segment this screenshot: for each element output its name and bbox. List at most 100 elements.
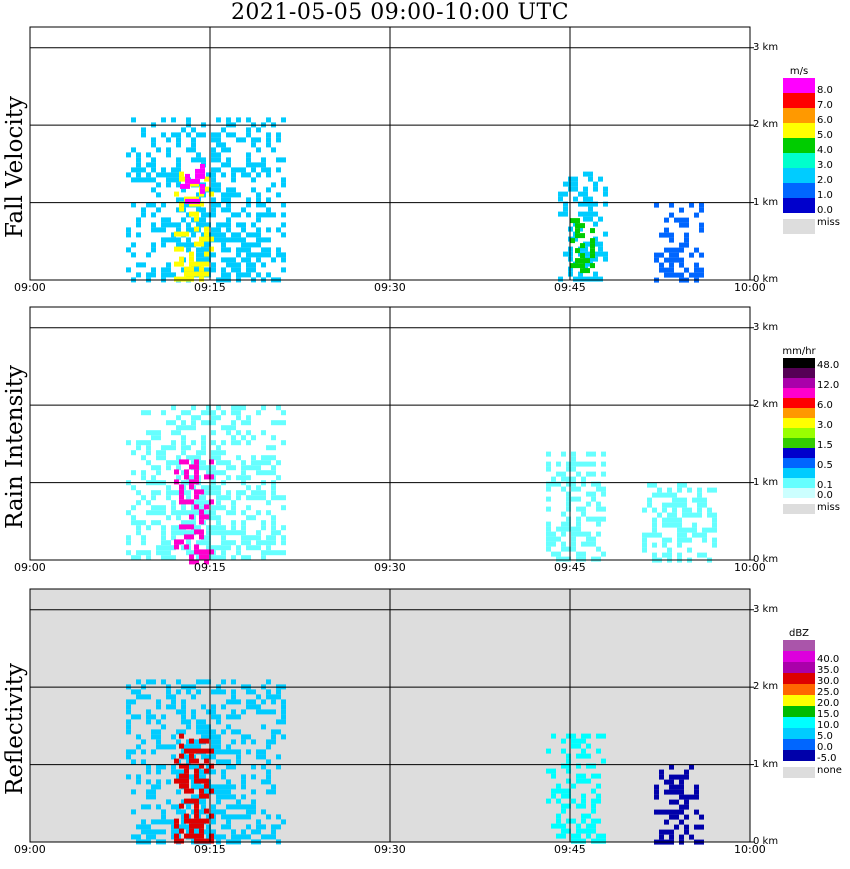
echo-cell	[281, 182, 286, 188]
echo-cell	[174, 191, 179, 197]
echo-cell	[199, 261, 204, 267]
echo-cell	[166, 779, 171, 785]
echo-cell	[603, 186, 608, 192]
echo-cell	[271, 709, 276, 715]
echo-cell	[679, 257, 684, 263]
echo-cell	[166, 182, 171, 188]
echo-cell	[271, 540, 276, 546]
echo-cell	[131, 167, 136, 173]
echo-cell	[231, 555, 236, 561]
echo-cell	[226, 819, 231, 825]
echo-cell	[256, 709, 261, 715]
echo-cell	[586, 753, 591, 759]
echo-cell	[266, 759, 271, 765]
echo-cell	[588, 276, 593, 282]
echo-cell	[684, 237, 689, 243]
echo-cell	[216, 545, 221, 551]
echo-cell	[682, 537, 687, 543]
echo-cell	[573, 186, 578, 192]
echo-cell	[669, 237, 674, 243]
echo-cell	[241, 172, 246, 178]
echo-cell	[196, 784, 201, 790]
echo-cell	[251, 809, 256, 815]
echo-cell	[586, 536, 591, 542]
legend-label: 3.0	[817, 160, 833, 171]
echo-cell	[593, 251, 598, 257]
echo-cell	[189, 758, 194, 764]
echo-cell	[161, 172, 166, 178]
echo-cell	[677, 542, 682, 548]
echo-cell	[576, 823, 581, 829]
echo-cell	[246, 749, 251, 755]
echo-cell	[561, 793, 566, 799]
echo-cell	[181, 470, 186, 476]
echo-cell	[251, 774, 256, 780]
echo-cell	[246, 252, 251, 258]
echo-cell	[146, 510, 151, 516]
echo-cell	[146, 430, 151, 436]
echo-cell	[583, 171, 588, 177]
echo-cell	[558, 276, 563, 282]
echo-cell	[596, 783, 601, 789]
echo-cell	[136, 167, 141, 173]
echo-cell	[246, 197, 251, 203]
echo-cell	[166, 545, 171, 551]
echo-cell	[566, 818, 571, 824]
echo-cell	[146, 709, 151, 715]
echo-cell	[586, 733, 591, 739]
echo-cell	[194, 201, 199, 207]
echo-cell	[194, 768, 199, 774]
echo-cell	[571, 466, 576, 472]
echo-cell	[266, 460, 271, 466]
echo-cell	[256, 137, 261, 143]
echo-cell	[176, 242, 181, 248]
echo-cell	[221, 470, 226, 476]
echo-cell	[657, 492, 662, 498]
echo-cell	[146, 555, 151, 561]
echo-cell	[204, 758, 209, 764]
echo-cell	[256, 127, 261, 133]
echo-cell	[697, 497, 702, 503]
echo-cell	[221, 162, 226, 168]
echo-cell	[136, 440, 141, 446]
echo-cell	[194, 494, 199, 500]
echo-cell	[684, 222, 689, 228]
echo-cell	[578, 226, 583, 232]
echo-cell	[581, 541, 586, 547]
y-tick-label: 3 km	[753, 603, 779, 615]
echo-cell	[156, 764, 161, 770]
echo-cell	[687, 507, 692, 513]
echo-cell	[204, 549, 209, 555]
echo-cell	[712, 537, 717, 543]
echo-cell	[131, 242, 136, 248]
legend-swatch	[783, 478, 815, 488]
echo-cell	[151, 734, 156, 740]
echo-cell	[156, 465, 161, 471]
echo-cell	[184, 748, 189, 754]
legend-label: 3.0	[817, 420, 833, 431]
echo-cell	[161, 202, 166, 208]
echo-cell	[226, 157, 231, 163]
echo-cell	[146, 824, 151, 830]
echo-cell	[171, 460, 176, 466]
legend-label: miss	[817, 217, 840, 228]
echo-cell	[551, 481, 556, 487]
echo-cell	[236, 262, 241, 268]
echo-cell	[196, 764, 201, 770]
echo-cell	[216, 515, 221, 521]
echo-cell	[563, 211, 568, 217]
echo-cell	[181, 127, 186, 133]
echo-cell	[590, 248, 595, 254]
echo-cell	[151, 789, 156, 795]
echo-cell	[216, 784, 221, 790]
echo-cell	[581, 511, 586, 517]
echo-cell	[266, 212, 271, 218]
echo-cell	[588, 211, 593, 217]
echo-cell	[126, 699, 131, 705]
echo-cell	[677, 482, 682, 488]
echo-cell	[573, 276, 578, 282]
echo-cell	[231, 749, 236, 755]
echo-cell	[679, 779, 684, 785]
legend-label: 35.0	[817, 665, 840, 676]
echo-cell	[699, 222, 704, 228]
